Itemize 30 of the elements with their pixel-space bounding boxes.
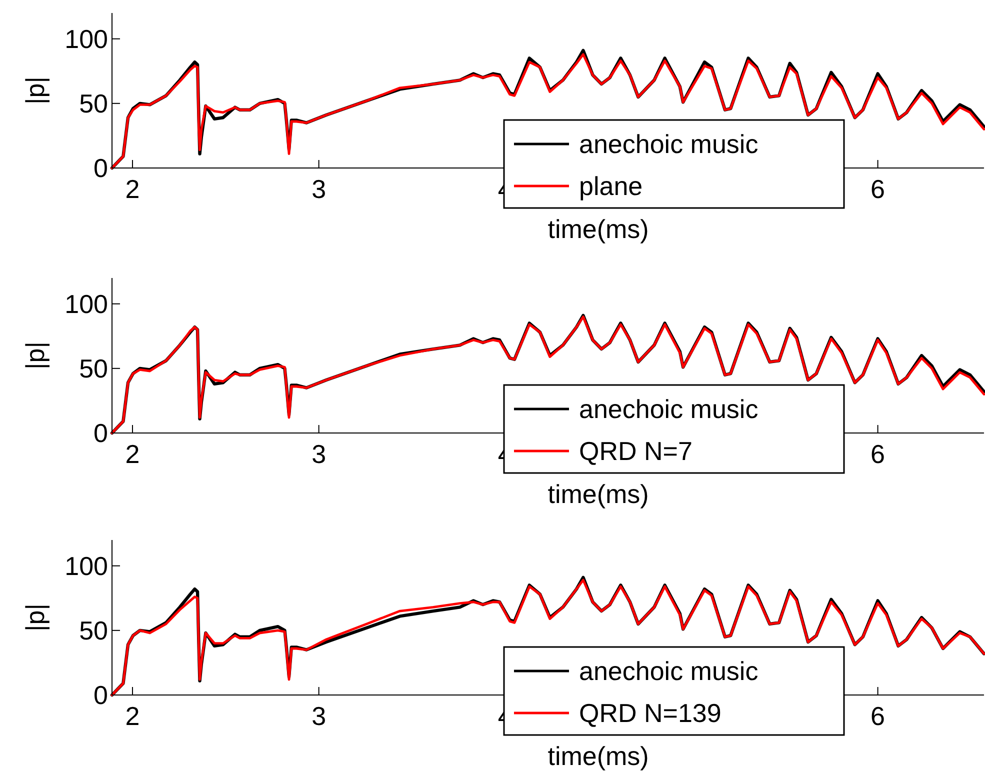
legend-label: QRD N=139 <box>579 698 722 728</box>
y-tick-label: 100 <box>64 550 108 581</box>
y-tick-label: 50 <box>79 616 108 646</box>
legend-label: plane <box>579 171 643 202</box>
legend-label: anechoic music <box>579 656 758 686</box>
x-tick-label: 6 <box>870 701 886 731</box>
x-tick-label: 3 <box>312 439 326 469</box>
x-tick-label: 2 <box>125 701 140 731</box>
x-tick-label: 6 <box>870 174 886 204</box>
y-tick-label: 0 <box>94 153 108 184</box>
x-tick-label: 6 <box>870 439 886 469</box>
x-tick-label: 3 <box>312 701 326 731</box>
x-tick-label: 3 <box>312 174 326 204</box>
legend-label: QRD N=7 <box>579 436 692 466</box>
legend-label: anechoic music <box>579 394 758 424</box>
y-tick-label: 50 <box>79 88 108 119</box>
y-tick-label: 0 <box>94 680 108 710</box>
x-axis-title: time(ms) <box>548 479 649 509</box>
y-axis-title: |p| <box>20 76 50 104</box>
y-axis-title: |p| <box>20 604 50 632</box>
y-tick-label: 50 <box>79 354 108 384</box>
y-axis-title: |p| <box>20 342 50 370</box>
x-tick-label: 2 <box>125 439 140 469</box>
x-axis-title: time(ms) <box>548 741 649 771</box>
y-tick-label: 100 <box>64 24 108 54</box>
x-tick-label: 2 <box>125 174 140 204</box>
y-tick-label: 100 <box>64 288 108 319</box>
y-tick-label: 0 <box>94 418 108 448</box>
legend-label: anechoic music <box>579 129 758 160</box>
x-axis-title: time(ms) <box>548 214 649 244</box>
